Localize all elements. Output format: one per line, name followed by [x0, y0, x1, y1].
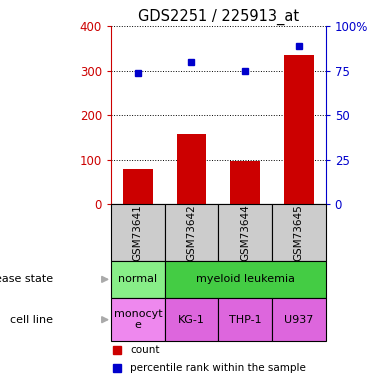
Bar [177, 135, 206, 204]
Text: GSM73644: GSM73644 [240, 204, 250, 261]
Text: monocyt
e: monocyt e [114, 309, 162, 330]
Text: GSM73641: GSM73641 [133, 204, 143, 261]
Title: GDS2251 / 225913_at: GDS2251 / 225913_at [138, 9, 299, 25]
Text: cell line: cell line [10, 315, 53, 325]
Bar [165, 261, 326, 298]
Text: count: count [130, 345, 160, 355]
Text: percentile rank within the sample: percentile rank within the sample [130, 363, 306, 373]
Bar [272, 298, 326, 341]
Text: normal: normal [118, 274, 157, 284]
Bar [111, 261, 165, 298]
Text: THP-1: THP-1 [229, 315, 262, 325]
Bar [284, 55, 313, 204]
Text: disease state: disease state [0, 274, 53, 284]
Text: KG-1: KG-1 [178, 315, 205, 325]
Bar [165, 204, 218, 261]
Text: GSM73645: GSM73645 [294, 204, 304, 261]
Text: U937: U937 [284, 315, 313, 325]
Bar [231, 161, 260, 204]
Bar [111, 204, 165, 261]
Bar [218, 204, 272, 261]
Bar [272, 204, 326, 261]
Bar [218, 298, 272, 341]
Bar [111, 298, 165, 341]
Bar [123, 169, 152, 204]
Text: GSM73642: GSM73642 [186, 204, 196, 261]
Bar [165, 298, 218, 341]
Text: myeloid leukemia: myeloid leukemia [196, 274, 295, 284]
